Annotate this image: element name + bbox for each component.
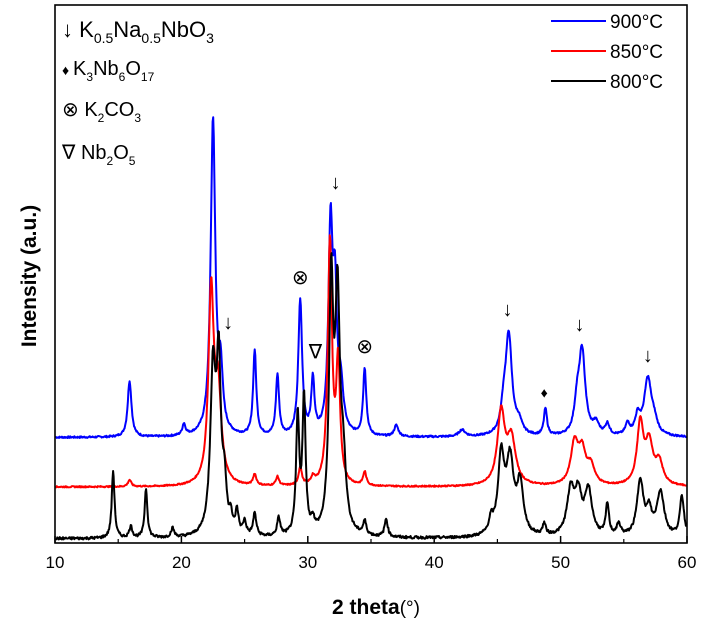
legend-label: 850°C bbox=[610, 42, 663, 63]
x-axis: 10 20 30 40 50 60 bbox=[46, 536, 697, 572]
phase-key-entry: ♦ K3Nb6O17 bbox=[62, 58, 155, 84]
peak-annotations: ↓ ↓ ↓ ↓ ↓ ⊗ ⊗ ∇ ♦ bbox=[223, 172, 653, 401]
x-tick-label: 50 bbox=[551, 553, 570, 572]
y-axis-title: Intensity (a.u.) bbox=[18, 205, 41, 347]
legend-label: 800°C bbox=[610, 72, 663, 93]
peak-annotation: ↓ bbox=[223, 312, 233, 334]
peak-annotation: ↓ bbox=[643, 345, 653, 367]
legend-label: 900°C bbox=[610, 12, 663, 33]
x-tick-label: 60 bbox=[678, 553, 697, 572]
series-line-2 bbox=[55, 252, 687, 541]
x-tick-label: 10 bbox=[46, 553, 65, 572]
x-tick-label: 20 bbox=[172, 553, 191, 572]
phase-key-entry: ∇ Nb2O5 bbox=[61, 142, 136, 168]
x-tick-label: 30 bbox=[298, 553, 317, 572]
peak-annotation: ∇ bbox=[308, 342, 323, 364]
x-tick-label: 40 bbox=[425, 553, 444, 572]
peak-annotation: ⊗ bbox=[292, 267, 309, 289]
peak-annotation: ♦ bbox=[541, 385, 548, 401]
series-layer bbox=[55, 116, 687, 541]
series-line-0 bbox=[55, 116, 687, 439]
x-axis-title: 2 theta(°) bbox=[332, 596, 420, 619]
legend: 900°C 850°C 800°C bbox=[551, 12, 663, 93]
phase-key-entry: ↓ K0.5Na0.5NbO3 bbox=[62, 17, 214, 46]
peak-annotation: ↓ bbox=[503, 299, 513, 321]
peak-annotation: ↓ bbox=[575, 314, 585, 336]
phase-key-entry: ⊗ K2CO3 bbox=[62, 99, 141, 125]
peak-annotation: ↓ bbox=[331, 172, 341, 194]
peak-annotation: ⊗ bbox=[356, 336, 373, 358]
phase-key: ↓ K0.5Na0.5NbO3 ♦ K3Nb6O17 ⊗ K2CO3 ∇ Nb2O5 bbox=[61, 17, 214, 168]
series-line-1 bbox=[55, 234, 687, 489]
